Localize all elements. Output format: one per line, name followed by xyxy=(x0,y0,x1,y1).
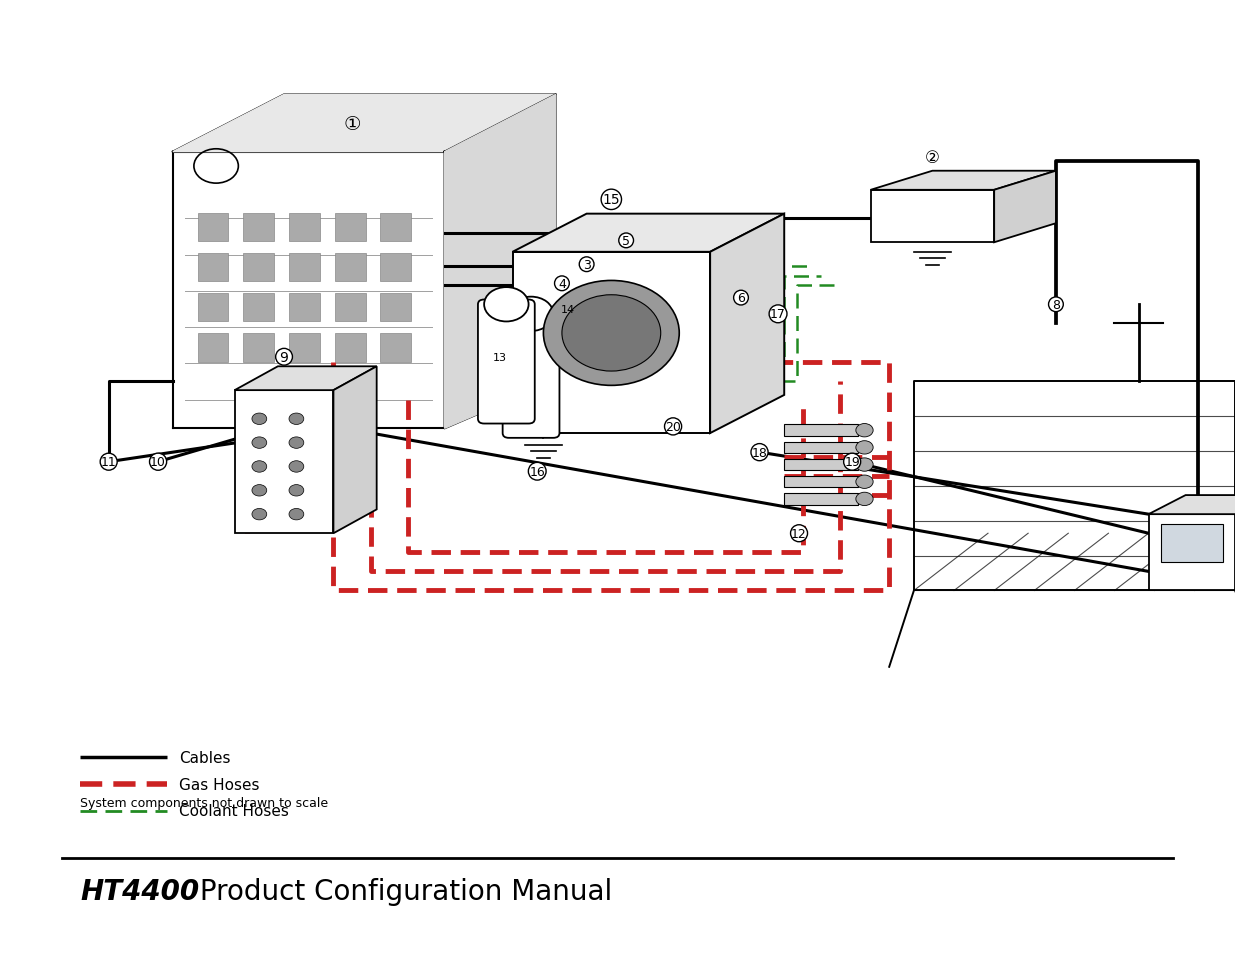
Circle shape xyxy=(289,437,304,449)
Text: 6: 6 xyxy=(737,292,745,305)
Polygon shape xyxy=(289,294,320,322)
Polygon shape xyxy=(333,367,377,534)
Polygon shape xyxy=(198,253,228,282)
FancyBboxPatch shape xyxy=(503,310,559,438)
Circle shape xyxy=(484,288,529,322)
Polygon shape xyxy=(173,95,556,152)
Text: 5: 5 xyxy=(622,234,630,248)
Polygon shape xyxy=(335,294,366,322)
Polygon shape xyxy=(335,253,366,282)
Polygon shape xyxy=(198,213,228,242)
Polygon shape xyxy=(710,214,784,434)
Polygon shape xyxy=(243,334,274,362)
Polygon shape xyxy=(784,442,858,454)
Polygon shape xyxy=(784,459,858,471)
Text: 17: 17 xyxy=(771,308,785,321)
Circle shape xyxy=(543,281,679,386)
Text: 16: 16 xyxy=(530,465,545,478)
Text: 19: 19 xyxy=(845,456,860,469)
Polygon shape xyxy=(335,334,366,362)
Text: 13: 13 xyxy=(493,353,508,362)
Text: 18: 18 xyxy=(752,446,767,459)
Circle shape xyxy=(289,485,304,497)
Polygon shape xyxy=(513,253,710,434)
Text: HT4400: HT4400 xyxy=(80,877,199,905)
Text: System components not drawn to scale: System components not drawn to scale xyxy=(80,796,329,809)
Text: ②: ② xyxy=(925,149,940,167)
Circle shape xyxy=(856,493,873,506)
Polygon shape xyxy=(289,213,320,242)
Polygon shape xyxy=(994,172,1056,243)
Circle shape xyxy=(856,458,873,472)
Polygon shape xyxy=(289,253,320,282)
Text: ①: ① xyxy=(343,114,361,133)
Polygon shape xyxy=(380,253,411,282)
Text: Coolant Hoses: Coolant Hoses xyxy=(179,803,289,819)
Circle shape xyxy=(856,441,873,455)
Polygon shape xyxy=(1149,496,1235,515)
Circle shape xyxy=(252,509,267,520)
Text: 3: 3 xyxy=(583,258,590,272)
Polygon shape xyxy=(198,334,228,362)
Polygon shape xyxy=(235,367,377,391)
Polygon shape xyxy=(380,334,411,362)
Circle shape xyxy=(252,485,267,497)
Polygon shape xyxy=(243,253,274,282)
Text: Gas Hoses: Gas Hoses xyxy=(179,777,259,792)
Circle shape xyxy=(509,297,553,332)
Circle shape xyxy=(252,437,267,449)
Circle shape xyxy=(856,424,873,437)
Polygon shape xyxy=(871,172,1056,191)
Polygon shape xyxy=(235,391,333,534)
Polygon shape xyxy=(1149,515,1235,591)
Text: 20: 20 xyxy=(666,420,680,434)
Polygon shape xyxy=(871,191,994,243)
Text: 9: 9 xyxy=(279,351,289,364)
Circle shape xyxy=(856,476,873,489)
Text: 8: 8 xyxy=(1052,298,1060,312)
Polygon shape xyxy=(243,294,274,322)
Circle shape xyxy=(289,461,304,473)
Polygon shape xyxy=(784,476,858,488)
Text: 11: 11 xyxy=(101,456,116,469)
Polygon shape xyxy=(1161,524,1223,562)
Text: 10: 10 xyxy=(151,456,165,469)
Text: 15: 15 xyxy=(603,193,620,207)
Circle shape xyxy=(562,295,661,372)
Polygon shape xyxy=(784,494,858,505)
Polygon shape xyxy=(380,213,411,242)
Text: 4: 4 xyxy=(558,277,566,291)
Polygon shape xyxy=(289,334,320,362)
Text: Product Configuration Manual: Product Configuration Manual xyxy=(191,877,613,905)
Text: 12: 12 xyxy=(792,527,806,540)
Circle shape xyxy=(289,509,304,520)
Text: 14: 14 xyxy=(561,305,576,314)
Polygon shape xyxy=(445,95,556,429)
FancyBboxPatch shape xyxy=(478,300,535,424)
Polygon shape xyxy=(380,294,411,322)
Polygon shape xyxy=(335,213,366,242)
Polygon shape xyxy=(513,214,784,253)
Polygon shape xyxy=(243,213,274,242)
Circle shape xyxy=(252,414,267,425)
Circle shape xyxy=(289,414,304,425)
Text: Cables: Cables xyxy=(179,750,231,765)
Polygon shape xyxy=(198,294,228,322)
Circle shape xyxy=(252,461,267,473)
Polygon shape xyxy=(784,425,858,436)
